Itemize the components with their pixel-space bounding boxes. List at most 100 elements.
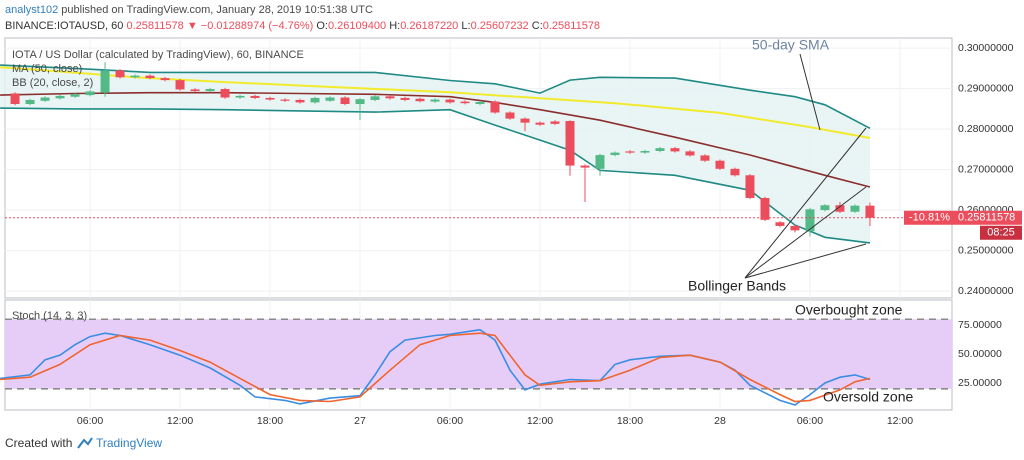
x-tick-label: 18:00 <box>617 415 643 427</box>
candle-body <box>430 99 440 102</box>
candle-body <box>190 89 200 92</box>
candle-body <box>595 155 605 169</box>
y-tick-label: 0.28000000 <box>958 123 1014 135</box>
plot-layer: 06:00 12:00 18:00 27 06:00 12:00 18:00 28 06:00 1… <box>0 38 1014 427</box>
candle-body <box>175 80 185 90</box>
bb-upper <box>0 64 871 130</box>
header-line-1: analyst102 published on TradingView.com,… <box>5 4 373 16</box>
candle-body <box>340 97 350 105</box>
annotation-arrow <box>744 243 867 279</box>
candle-body <box>775 222 785 226</box>
candle-body <box>715 160 725 169</box>
candle-body <box>505 112 515 119</box>
x-tick-label: 06:00 <box>77 415 103 427</box>
x-tick-label: 18:00 <box>257 415 283 427</box>
ohlc-value: 0.25607232 <box>471 20 529 32</box>
candle-body <box>625 151 635 153</box>
zone-fill <box>5 319 952 389</box>
candle-body <box>745 175 755 198</box>
candle-body <box>40 97 50 101</box>
legend-bb: BB (20, close, 2) <box>12 77 93 89</box>
candle-body <box>100 70 110 93</box>
candle-body <box>760 197 770 220</box>
bb-basis <box>0 91 871 188</box>
annotation-arrow <box>799 53 821 131</box>
x-tick-label: 06:00 <box>437 415 463 427</box>
candle-body <box>535 122 545 125</box>
header-line-2: BINANCE:IOTAUSD, 60 0.25811578 ▼ −0.0128… <box>5 20 600 32</box>
candle-body <box>280 99 290 101</box>
candle-body <box>235 95 245 98</box>
candle-body <box>790 225 800 231</box>
ohlc-label: L: <box>461 20 470 32</box>
stoch-title: Stoch (14, 3, 3) <box>12 310 87 322</box>
annotation-arrow <box>744 186 867 279</box>
y-tick-label: 0.24000000 <box>958 285 1014 297</box>
candle-body <box>730 168 740 176</box>
candle-body <box>685 151 695 156</box>
candle-body <box>670 148 680 152</box>
countdown-badge <box>980 225 1022 240</box>
price-badge <box>904 210 1022 225</box>
candle-body <box>355 99 365 105</box>
candle-body <box>820 205 830 211</box>
countdown: 08:25 <box>987 227 1015 239</box>
footer-text: Created with <box>5 436 72 450</box>
candle-body <box>400 97 410 100</box>
candle-body <box>550 121 560 124</box>
change: ▼ −0.01288974 (−4.76%) <box>187 20 313 32</box>
stoch-line <box>0 332 871 403</box>
candle-body <box>415 98 425 102</box>
candle-body <box>145 75 155 79</box>
y-tick-label: 0.30000000 <box>958 42 1014 54</box>
y-tick-label: 0.29000000 <box>958 82 1014 94</box>
candle-body <box>385 96 395 99</box>
candle-body <box>250 95 260 98</box>
legend-ma: MA (50, close) <box>12 63 82 75</box>
candle-body <box>370 96 380 100</box>
annotation-arrow <box>744 127 867 279</box>
candle-body <box>865 205 875 218</box>
symbol: BINANCE:IOTAUSD, 60 <box>5 20 123 32</box>
candle-body <box>460 101 470 104</box>
annotation: Overbought zone <box>795 302 903 318</box>
candle-body <box>265 97 275 100</box>
ohlc-value: 0.26109400 <box>328 20 386 32</box>
x-tick-label: 12:00 <box>527 415 553 427</box>
candle-body <box>565 121 575 166</box>
candle-body <box>580 165 590 168</box>
candle-body <box>475 101 485 105</box>
ohlc-label: C: <box>532 20 543 32</box>
y-tick-label: 25.00000 <box>958 377 1002 389</box>
y-tick-label: 75.00000 <box>958 319 1002 331</box>
x-tick-label: 12:00 <box>887 415 913 427</box>
price: 0.25811578 <box>126 20 183 32</box>
candle-body <box>160 78 170 81</box>
brand-logo <box>77 437 93 449</box>
candle-body <box>490 101 500 113</box>
candle-body <box>805 209 815 232</box>
ohlc-label: H: <box>389 20 400 32</box>
candle-body <box>10 93 20 105</box>
author[interactable]: analyst102 <box>5 4 58 16</box>
candle-body <box>205 89 215 92</box>
candle-body <box>55 95 65 99</box>
published: published on TradingView.com, January 28… <box>61 4 373 16</box>
candle-body <box>295 99 305 103</box>
footer-brand[interactable]: TradingView <box>96 436 162 450</box>
chart-title: IOTA / US Dollar (calculated by TradingV… <box>12 49 304 61</box>
y-tick-label: 0.27000000 <box>958 163 1014 175</box>
x-tick-label: 12:00 <box>167 415 193 427</box>
candle-body <box>325 97 335 101</box>
candle-body <box>115 70 125 78</box>
price-value: 0.25811578 <box>958 212 1015 224</box>
candle-body <box>700 155 710 161</box>
candle-body <box>130 75 140 78</box>
annotation: 50-day SMA <box>752 37 830 53</box>
candle-body <box>655 148 665 151</box>
x-tick-label: 27 <box>354 415 366 427</box>
annotation: Bollinger Bands <box>688 278 786 294</box>
ohlc-value: 0.25811578 <box>543 20 600 32</box>
candle-body <box>70 94 80 97</box>
